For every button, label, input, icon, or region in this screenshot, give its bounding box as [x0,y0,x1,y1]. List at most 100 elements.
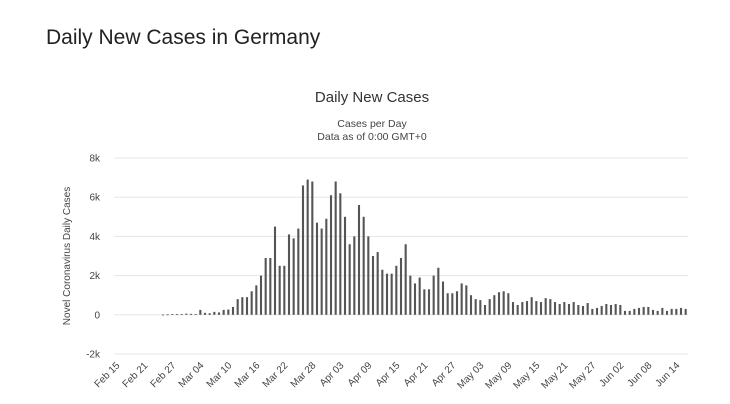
bar [567,304,571,315]
bar [465,285,468,315]
bar [180,314,183,315]
bar [623,310,627,315]
bar [530,297,533,315]
bar [245,297,249,315]
bar [367,236,370,315]
bar [273,226,277,315]
bar [306,179,309,315]
bar [404,244,407,315]
bar [315,222,319,315]
bar [283,265,286,315]
bar [199,309,202,315]
bar [628,310,631,315]
bar [329,195,333,315]
bars [161,179,687,316]
bar [395,265,398,315]
bar [432,275,435,315]
bar [441,281,445,315]
x-tick-label: Mar 28 [289,360,319,390]
bar [185,313,188,315]
x-tick-label: Apr 09 [346,360,375,389]
x-tick-label: Apr 21 [402,360,431,389]
x-tick-label: Mar 16 [233,360,263,390]
bar [670,308,673,315]
bar [586,303,589,315]
bar [595,307,599,315]
y-tick-label: 2k [89,271,101,282]
x-tick-label: Feb 27 [149,360,179,390]
bar [222,309,225,315]
bar [311,181,314,315]
x-tick-label: May 21 [539,360,570,391]
bar [549,299,552,315]
bar [320,228,323,315]
bar [600,305,603,315]
y-tick-label: 0 [94,310,100,321]
bar [642,306,645,315]
bar [437,267,440,315]
bar [679,307,683,315]
bar [357,205,361,315]
x-tick-label: Feb 15 [93,360,123,390]
bar [175,314,179,315]
bar [493,295,496,315]
bar [381,269,384,315]
x-tick-label: May 15 [511,360,542,391]
bar [539,302,543,315]
x-tick-label: Mar 10 [205,360,235,390]
bar [171,314,174,316]
bar [413,283,417,315]
bar [427,289,431,315]
bar [213,311,216,315]
bar [563,302,566,315]
y-axis-ticks: -2k 0 2k 4k 6k 8k [86,154,101,361]
bar [297,228,300,315]
bar [675,308,678,315]
bar [516,305,519,315]
bar [339,193,342,315]
bar [166,314,169,316]
bar [502,291,505,315]
bar [231,306,235,315]
bar [287,234,291,315]
bar [572,302,575,315]
y-tick-label: 4k [89,232,101,243]
chart-title: Daily New Cases [315,89,429,106]
bar [301,185,305,315]
x-tick-label: Apr 27 [430,360,459,389]
bar [581,305,585,315]
bar [390,273,393,315]
bar [535,301,538,315]
bar [376,252,379,315]
bar [488,299,491,315]
bar [334,181,337,315]
bar [637,307,641,315]
x-tick-label: Jun 14 [653,360,682,389]
bar [325,218,328,315]
bar [161,314,165,316]
page-heading: Daily New Cases in Germany [46,26,321,49]
bar [241,297,244,315]
bar [259,275,263,315]
bar [605,304,608,315]
bar [217,312,221,315]
bar [507,293,510,315]
bar [577,305,580,315]
bar [544,298,547,315]
bar [479,300,482,315]
bar [189,313,193,315]
bar [292,238,295,315]
bar [227,309,230,315]
bar [423,289,426,315]
bar [609,305,613,315]
bar [591,308,594,315]
y-axis-label: Novel Coronavirus Daily Cases [62,187,73,325]
bar [656,310,659,315]
bar [269,257,272,315]
bar [371,256,375,315]
x-tick-label: Apr 03 [318,360,347,389]
bar [619,305,622,315]
bar [194,314,197,315]
